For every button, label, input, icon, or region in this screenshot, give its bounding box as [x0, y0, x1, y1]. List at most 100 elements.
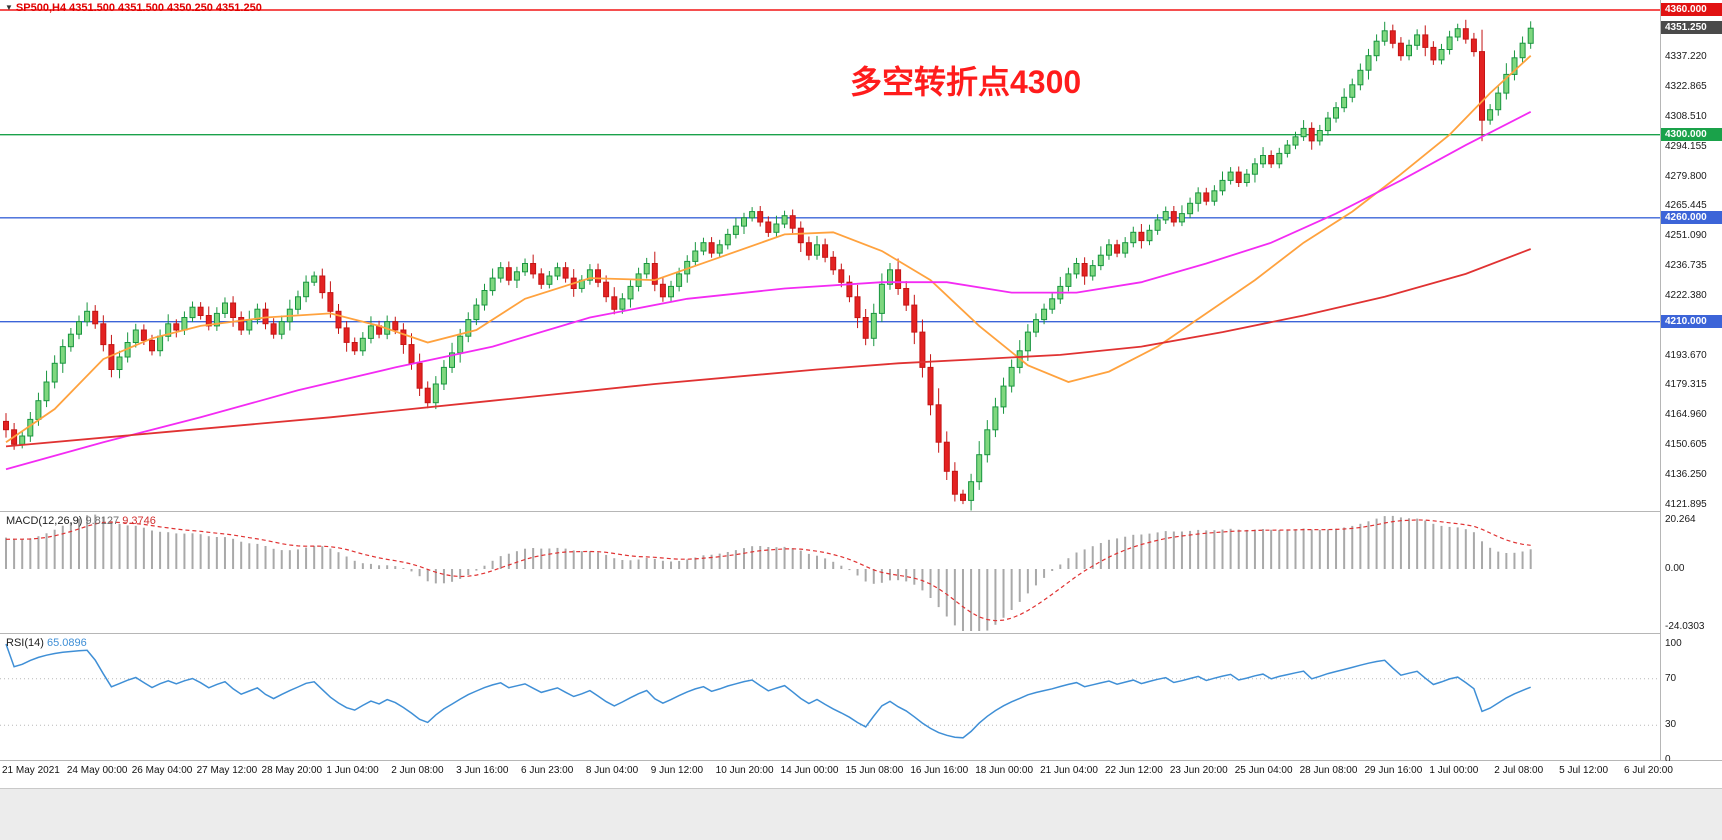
candle [19, 435, 26, 445]
time-label: 18 Jun 00:00 [975, 765, 1034, 776]
candle [489, 277, 496, 292]
candle [960, 493, 966, 501]
time-label: 27 May 12:00 [196, 765, 258, 776]
candle [1114, 244, 1121, 254]
candle [522, 263, 528, 273]
candle [927, 366, 934, 406]
candle [238, 317, 245, 331]
time-label: 5 Jul 12:00 [1559, 765, 1609, 776]
candle [173, 323, 180, 331]
candle [1219, 179, 1226, 192]
time-label: 25 Jun 04:00 [1234, 765, 1293, 776]
candle [1357, 69, 1364, 86]
candle [773, 223, 780, 233]
candle [222, 302, 228, 314]
candle [1081, 263, 1088, 277]
macd-name: MACD(12,26,9) [6, 515, 83, 527]
candle [67, 333, 74, 348]
candle [903, 288, 910, 306]
price-axis[interactable]: 4337.220 4322.865 4308.510 4294.155 4279.800… [1661, 0, 1722, 765]
candle [749, 211, 756, 219]
candle [1470, 38, 1477, 53]
candle [505, 267, 512, 281]
candle [984, 429, 991, 456]
annotation-text[interactable]: 多空转折点4300 [850, 64, 1082, 100]
candle [846, 281, 853, 298]
rsi-value: 65.0896 [46, 637, 87, 649]
candle [1203, 192, 1210, 202]
candle [1089, 265, 1096, 277]
candle [59, 346, 66, 364]
price-tick-label: 4322.865 [1665, 81, 1707, 93]
rsi-panel[interactable] [0, 643, 1660, 739]
candle [708, 242, 715, 254]
candle [838, 269, 845, 283]
candle [1487, 109, 1494, 121]
candle [1049, 298, 1056, 310]
time-label: 28 Jun 08:00 [1299, 765, 1358, 776]
candle [449, 352, 455, 368]
candle [327, 292, 334, 312]
candle [651, 263, 658, 285]
candle [1243, 173, 1250, 183]
candle [1170, 211, 1177, 223]
candle [911, 304, 918, 333]
main-price-panel[interactable] [0, 9, 1660, 511]
candle [416, 362, 423, 389]
candle [554, 267, 561, 277]
candle [1178, 213, 1185, 223]
candle [76, 321, 82, 335]
candle [692, 250, 699, 262]
price-badge: 4300.000 [1661, 127, 1722, 141]
price-tick-label: 4222.380 [1665, 289, 1707, 301]
candle [870, 312, 877, 339]
candle [700, 242, 707, 252]
candle [546, 275, 553, 285]
candle [1041, 308, 1048, 321]
candle [84, 310, 91, 323]
candle [1284, 144, 1291, 154]
window-bottom-strip [0, 788, 1722, 840]
candle [757, 211, 764, 223]
time-axis[interactable]: 21 May 2021 24 May 00:00 26 May 04:00 27 Ma… [0, 761, 1722, 787]
candle [1495, 92, 1502, 111]
candle [1349, 84, 1356, 98]
candle [343, 327, 350, 343]
price-tick-label: 4121.895 [1665, 498, 1707, 510]
candle [1462, 28, 1469, 40]
time-label: 23 Jun 20:00 [1169, 765, 1228, 776]
time-label: 2 Jul 08:00 [1494, 765, 1544, 776]
rsi-indicator-label: RSI(14) 65.0896 [6, 637, 87, 649]
time-label: 2 Jun 08:00 [391, 765, 444, 776]
rsi-name: RSI(14) [6, 637, 44, 649]
candle [992, 406, 999, 431]
ohlc-text: SP500,H4 4351.500 4351.500 4350.250 4351… [15, 2, 262, 14]
candle [789, 215, 796, 229]
macd-panel[interactable] [5, 514, 1532, 631]
candle [197, 306, 204, 317]
candle [822, 244, 829, 258]
time-label: 9 Jun 12:00 [650, 765, 704, 776]
candle [1146, 229, 1153, 242]
candle [213, 312, 220, 327]
candle [497, 267, 504, 279]
time-label: 28 May 20:00 [261, 765, 323, 776]
panel-separator [0, 633, 1722, 634]
symbol-marker-icon: ▼ [5, 3, 13, 12]
candle [1511, 57, 1518, 75]
price-tick-label: 4236.735 [1665, 260, 1707, 272]
candle [562, 267, 569, 279]
candle [603, 281, 610, 298]
candle [1333, 107, 1339, 119]
ma-medium-line [5, 110, 1532, 471]
candle [814, 244, 820, 256]
candle [157, 335, 164, 352]
candle [765, 221, 772, 233]
candle [1154, 219, 1161, 231]
candle [1438, 49, 1445, 61]
time-label: 15 Jun 08:00 [845, 765, 904, 776]
candle [943, 441, 950, 472]
candle [181, 317, 188, 331]
